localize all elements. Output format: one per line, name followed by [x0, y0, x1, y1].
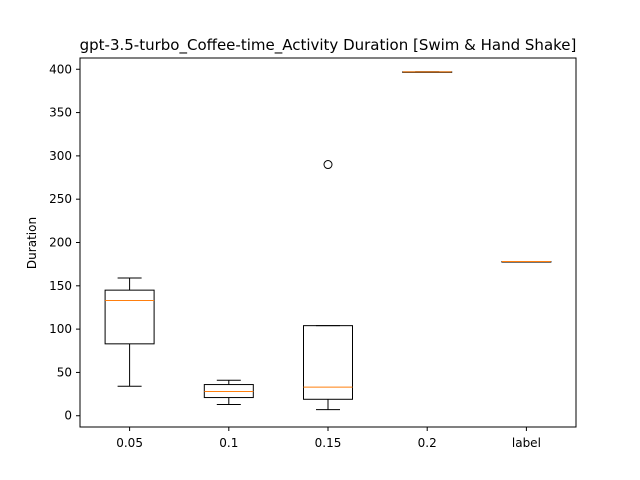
- plot-area: [79, 57, 577, 428]
- y-tick-label: 300: [49, 149, 72, 163]
- x-tick-label: 0.15: [315, 436, 342, 450]
- box: [303, 325, 353, 400]
- y-tick-label: 200: [49, 236, 72, 250]
- chart-title: gpt-3.5-turbo_Coffee-time_Activity Durat…: [80, 36, 577, 55]
- box-series: [104, 71, 552, 411]
- y-axis: 0 50 100 150 200 250 300 350 400: [49, 62, 80, 423]
- y-tick-label: 150: [49, 279, 72, 293]
- y-tick-label: 50: [57, 365, 72, 379]
- x-axis: 0.05 0.1 0.15 0.2 label: [116, 427, 541, 450]
- y-tick-label: 250: [49, 192, 72, 206]
- x-tick-label: 0.2: [418, 436, 437, 450]
- x-tick-label: 0.05: [116, 436, 143, 450]
- x-tick-label: 0.1: [219, 436, 238, 450]
- box: [104, 289, 155, 345]
- outlier-point: [323, 160, 333, 170]
- y-tick-label: 350: [49, 106, 72, 120]
- x-tick-label: label: [512, 436, 541, 450]
- y-tick-label: 100: [49, 322, 72, 336]
- box-group: [501, 261, 552, 263]
- box-group: [402, 71, 453, 73]
- y-axis-label: Duration: [25, 217, 39, 269]
- box-group: [303, 160, 353, 411]
- y-tick-label: 0: [64, 409, 72, 423]
- y-tick-label: 400: [49, 62, 72, 76]
- box-group: [104, 277, 155, 387]
- box-group: [203, 379, 254, 405]
